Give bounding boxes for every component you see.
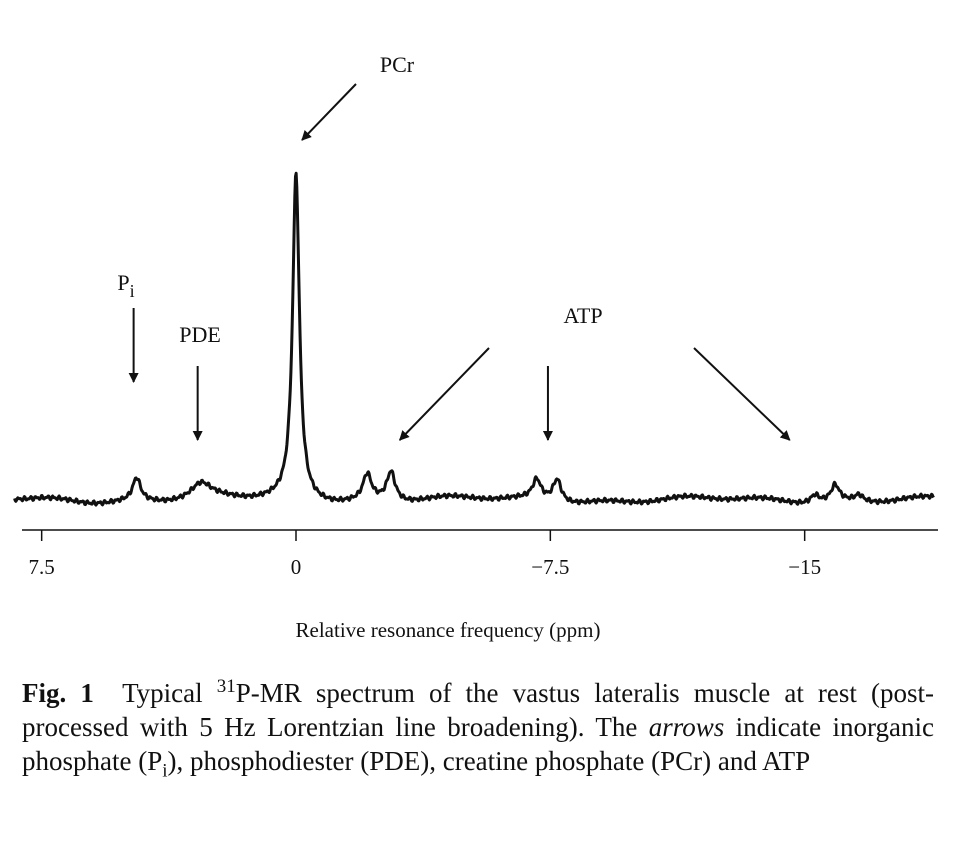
spectrum-figure: 7.5 0 −7.5 −15 PCr Pi PDE ATP Relative resonan… <box>13 52 938 642</box>
caption-text-2: P-MR spectrum of the vastus lateralis mu… <box>22 678 935 742</box>
caption-text-1: Typical <box>122 678 217 708</box>
atp-arrow-1 <box>399 347 490 441</box>
x-tick-label: −15 <box>788 555 821 579</box>
x-axis-label: Relative resonance frequency (ppm) <box>296 618 601 642</box>
x-tick-label: 0 <box>291 555 302 579</box>
caption-superscript: 31 <box>216 676 236 697</box>
x-axis-ticks: 7.5 0 −7.5 −15 <box>29 530 821 579</box>
pi-label: Pi <box>117 270 134 301</box>
pcr-label: PCr <box>380 52 415 77</box>
spectrum-chart: 7.5 0 −7.5 −15 PCr Pi PDE ATP Relative resonan… <box>13 52 938 642</box>
pcr-arrow <box>301 83 357 141</box>
atp-arrow-3 <box>693 347 791 441</box>
caption-text-4: ), phosphodiester (PDE), creatine phosph… <box>167 746 811 776</box>
x-tick-label: −7.5 <box>531 555 569 579</box>
caption-subscript: i <box>162 760 168 782</box>
caption-italic-word: arrows <box>648 712 725 742</box>
pde-label: PDE <box>179 322 221 347</box>
spectrum-line <box>13 171 935 507</box>
atp-label: ATP <box>563 303 602 328</box>
figure-caption: Fig. 1 Typical 31P-MR spectrum of the va… <box>22 676 935 782</box>
caption-fig-label: Fig. 1 <box>22 678 94 708</box>
caption-text-3: indicate inorganic phosphate (P <box>22 712 934 776</box>
x-tick-label: 7.5 <box>29 555 55 579</box>
peak-annotations: PCr Pi PDE ATP <box>117 52 791 441</box>
